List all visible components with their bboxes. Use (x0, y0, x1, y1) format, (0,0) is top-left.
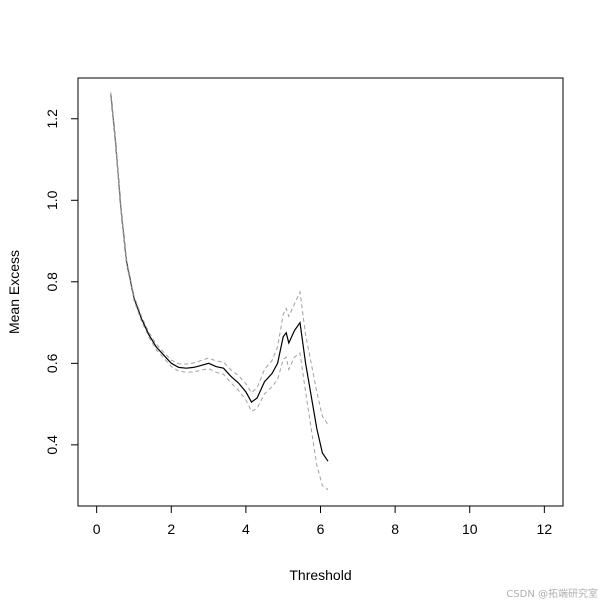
x-tick-label: 12 (537, 521, 553, 537)
y-tick-label: 0.4 (44, 435, 60, 455)
y-axis: 0.4 0.6 0.8 1.0 1.2 (44, 109, 79, 455)
y-tick-label: 0.8 (44, 272, 60, 292)
series-group (110, 92, 329, 491)
x-tick-label: 10 (462, 521, 478, 537)
x-tick-label: 0 (93, 521, 101, 537)
x-tick-label: 8 (391, 521, 399, 537)
watermark: CSDN @拓端研究室 (506, 589, 598, 600)
x-tick-label: 2 (167, 521, 175, 537)
x-tick-label: 6 (317, 521, 325, 537)
x-axis: 0 2 4 6 8 10 12 (93, 505, 553, 537)
series-line-upper-bound (110, 92, 329, 425)
x-axis-label: Threshold (289, 567, 351, 583)
x-tick-label: 4 (242, 521, 250, 537)
y-tick-label: 1.2 (44, 109, 60, 129)
y-tick-label: 0.6 (44, 353, 60, 373)
y-tick-label: 1.0 (44, 190, 60, 210)
plot-frame (77, 77, 564, 507)
series-line-estimate (110, 94, 329, 462)
series-line-lower-bound (110, 96, 329, 491)
y-axis-label: Mean Excess (6, 250, 22, 334)
